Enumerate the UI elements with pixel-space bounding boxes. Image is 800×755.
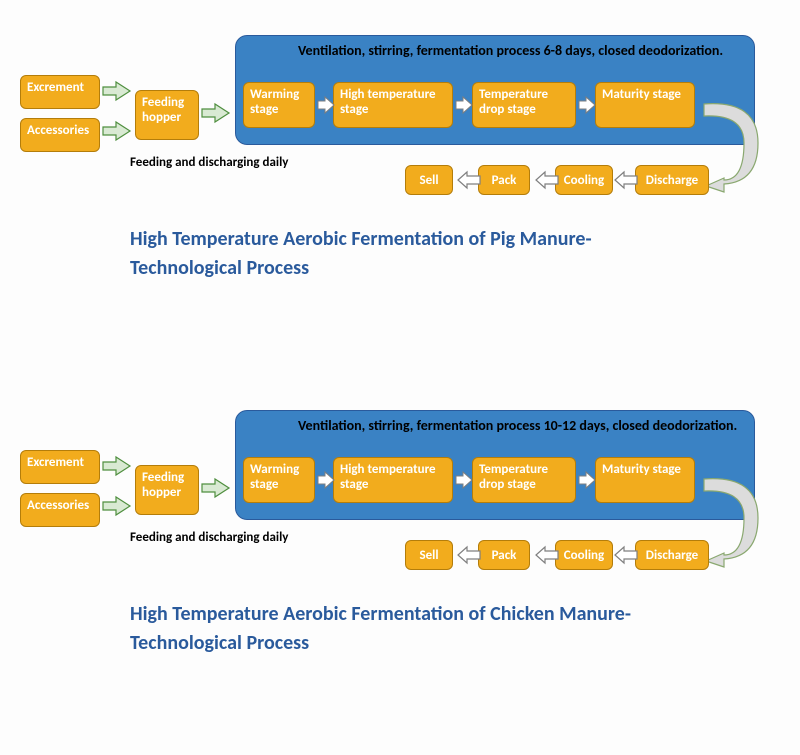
stage-box-1-label: High temperature stage [340,462,446,492]
input-box-1: Accessories [20,493,100,527]
green-arrow-1 [102,495,132,517]
output-box-1: Cooling [555,165,613,195]
stage-box-3-label: Maturity stage [602,87,681,102]
green-arrow-0 [102,80,132,102]
output-box-2: Pack [478,165,530,195]
output-arrow-1 [535,545,559,565]
input-box-1-label: Accessories [27,498,89,513]
stage-arrow-2 [578,471,596,489]
feeding-note: Feeding and discharging daily [130,530,288,545]
feeder-box: Feeding hopper [135,465,199,515]
stage-box-3: Maturity stage [595,82,695,128]
stage-box-0-label: Warming stage [250,87,308,117]
stage-arrow-0 [317,96,335,114]
input-box-1: Accessories [20,118,100,152]
output-box-1-label: Cooling [564,173,604,188]
stage-box-0: Warming stage [243,457,315,503]
diagram-1: Excrement Accessories Feeding hopper Ventil… [0,395,800,755]
feeding-note: Feeding and discharging daily [130,155,288,170]
stage-box-2: Temperature drop stage [472,82,576,128]
input-box-0: Excrement [20,75,100,109]
green-arrow-2 [201,102,231,124]
feeder-box-label: Feeding hopper [142,470,192,500]
input-box-0: Excrement [20,450,100,484]
output-box-2-label: Pack [492,173,517,188]
output-arrow-0 [614,545,638,565]
output-box-0-label: Discharge [646,173,698,188]
feeder-box: Feeding hopper [135,90,199,140]
stage-box-0: Warming stage [243,82,315,128]
stage-arrow-2 [578,96,596,114]
container-heading: Ventilation, stirring, fermentation proc… [246,42,744,60]
diagram-title: High Temperature Aerobic Fermentation of… [130,225,690,283]
diagram-title: High Temperature Aerobic Fermentation of… [130,600,690,658]
output-arrow-2 [457,545,481,565]
curve-arrow-icon [698,473,778,583]
output-box-2: Pack [478,540,530,570]
stage-arrow-0 [317,471,335,489]
output-box-3: Sell [405,540,453,570]
green-arrow-1 [102,120,132,142]
output-box-0-label: Discharge [646,548,698,563]
input-box-0-label: Excrement [27,455,84,470]
diagram-0: Excrement Accessories Feeding hopper Ventil… [0,20,800,380]
stage-box-2-label: Temperature drop stage [479,87,569,117]
output-box-1-label: Cooling [564,548,604,563]
stage-box-3-label: Maturity stage [602,462,681,477]
output-box-0: Discharge [635,540,709,570]
container-heading: Ventilation, stirring, fermentation proc… [246,417,744,435]
stage-box-1: High temperature stage [333,82,453,128]
output-arrow-1 [535,170,559,190]
stage-arrow-1 [455,471,473,489]
output-box-1: Cooling [555,540,613,570]
green-arrow-2 [201,477,231,499]
stage-box-2: Temperature drop stage [472,457,576,503]
stage-box-1: High temperature stage [333,457,453,503]
output-arrow-2 [457,170,481,190]
stage-box-1-label: High temperature stage [340,87,446,117]
stage-arrow-1 [455,96,473,114]
output-box-3-label: Sell [419,548,438,563]
feeder-box-label: Feeding hopper [142,95,192,125]
output-arrow-0 [614,170,638,190]
output-box-0: Discharge [635,165,709,195]
input-box-0-label: Excrement [27,80,84,95]
curve-arrow-icon [698,98,778,208]
output-box-3: Sell [405,165,453,195]
output-box-2-label: Pack [492,548,517,563]
green-arrow-0 [102,455,132,477]
stage-box-2-label: Temperature drop stage [479,462,569,492]
stage-box-0-label: Warming stage [250,462,308,492]
output-box-3-label: Sell [419,173,438,188]
input-box-1-label: Accessories [27,123,89,138]
stage-box-3: Maturity stage [595,457,695,503]
